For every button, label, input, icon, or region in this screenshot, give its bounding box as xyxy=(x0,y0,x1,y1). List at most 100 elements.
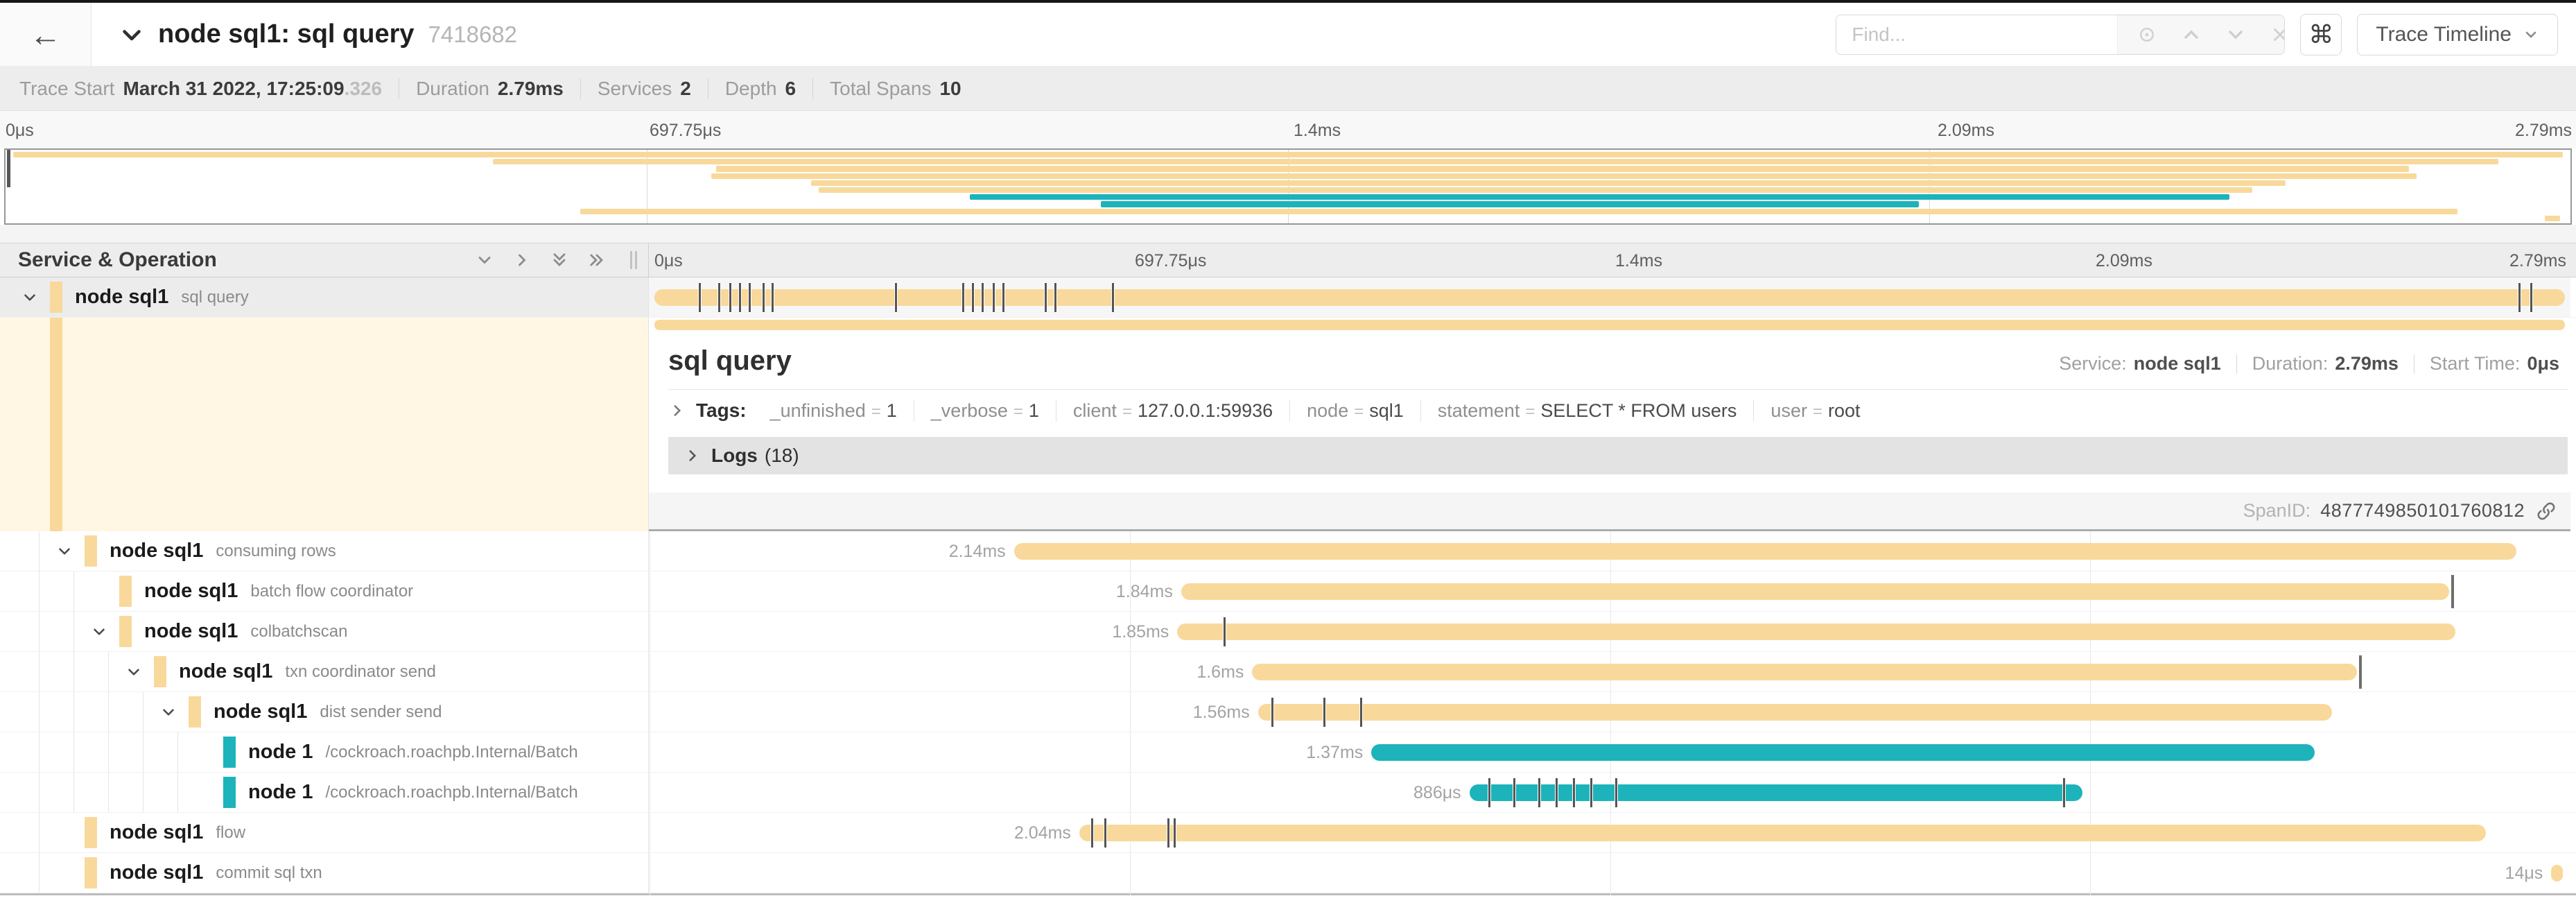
tag-value: 1 xyxy=(886,399,897,421)
chevron-down-icon[interactable] xyxy=(90,623,108,641)
log-marker-tick xyxy=(961,283,964,312)
summary-item: Depth 6 xyxy=(725,78,796,100)
span-name-cell[interactable]: node sql1 colbatchscan xyxy=(0,612,649,651)
view-selector-button[interactable]: Trace Timeline xyxy=(2357,13,2558,55)
span-row[interactable]: node sql1 dist sender send 1.56ms xyxy=(0,692,2576,732)
span-service-name: node 1 xyxy=(248,781,313,803)
span-bar[interactable] xyxy=(1079,825,2487,841)
expand-all-icon[interactable] xyxy=(587,250,607,270)
column-resize-handle[interactable] xyxy=(630,251,637,269)
span-timeline-cell[interactable]: 2.04ms xyxy=(649,813,2570,852)
tags-accordion[interactable]: Tags: _unfinished = 1 _verbose = 1 client = 127.… xyxy=(668,390,2568,431)
span-service-name: node sql1 xyxy=(110,821,204,843)
span-name-cell[interactable]: node sql1 flow xyxy=(0,813,649,852)
section-divider xyxy=(0,225,2576,243)
span-bar[interactable] xyxy=(1257,704,2333,721)
collapse-all-icon[interactable] xyxy=(550,250,569,270)
span-name-cell[interactable]: node 1/cockroach.roachpb.Internal/Batch xyxy=(0,773,649,812)
minimap-scrubber-handle[interactable] xyxy=(7,150,10,187)
trace-collapse-chevron-icon[interactable] xyxy=(119,22,144,47)
span-name-cell[interactable]: node 1/cockroach.roachpb.Internal/Batch xyxy=(0,732,649,772)
span-detail-top-bar xyxy=(649,320,2570,330)
minimap-span-row xyxy=(6,158,2570,165)
minimap-span-row xyxy=(6,180,2570,187)
minimap[interactable] xyxy=(4,148,2572,225)
span-timeline-cell[interactable]: 886μs xyxy=(649,773,2570,812)
indent-guide xyxy=(39,732,40,772)
span-name-cell[interactable]: node sql1 sql query xyxy=(0,277,649,317)
span-duration-label: 1.37ms xyxy=(1306,743,1364,762)
span-name-cell[interactable]: node sql1 consuming rows xyxy=(0,531,649,571)
span-row[interactable]: node sql1 txn coordinator send 1.6ms xyxy=(0,652,2576,692)
span-bar[interactable] xyxy=(1371,744,2315,761)
span-row[interactable]: node sql1 commit sql txn 14μs xyxy=(0,853,2576,893)
span-bar[interactable] xyxy=(1181,583,2450,600)
span-row[interactable]: node sql1 sql query xyxy=(0,277,2576,318)
span-timeline-cell[interactable]: 1.37ms xyxy=(649,732,2570,772)
chevron-down-icon[interactable] xyxy=(21,289,39,307)
span-operation-name: consuming rows xyxy=(216,541,336,560)
minimap-span-bar xyxy=(715,166,2409,172)
summary-value-fraction: .326 xyxy=(344,77,383,99)
span-timeline-cell[interactable]: 1.84ms xyxy=(649,571,2570,611)
logs-label: Logs xyxy=(711,445,758,466)
axis-tick-label: 697.75μs xyxy=(1135,251,1207,270)
logs-accordion[interactable]: Logs (18) xyxy=(668,437,2568,474)
tag-value: 127.0.0.1:59936 xyxy=(1137,399,1273,421)
span-name-cell[interactable]: node sql1 txn coordinator send xyxy=(0,652,649,691)
view-selector-label: Trace Timeline xyxy=(2376,22,2512,46)
page-header: ← node sql1: sql query 7418682 xyxy=(0,3,2576,67)
span-timeline-cell[interactable] xyxy=(649,277,2570,317)
span-timeline-cell[interactable]: 1.56ms xyxy=(649,692,2570,732)
span-timeline-cell[interactable]: 2.14ms xyxy=(649,531,2570,571)
span-id-label: SpanID: xyxy=(2243,500,2311,521)
span-name-cell[interactable]: node sql1 dist sender send xyxy=(0,692,649,732)
timeline-axis: 0μs 697.75μs 1.4ms 2.09ms 2.79ms xyxy=(649,243,2570,277)
find-input[interactable] xyxy=(1836,15,2118,54)
log-marker-tick xyxy=(1538,778,1541,807)
indent-guide xyxy=(177,732,178,772)
next-result-icon[interactable] xyxy=(2216,19,2255,50)
log-marker-tick xyxy=(971,283,974,312)
span-row[interactable]: node sql1 batch flow coordinator 1.84ms xyxy=(0,571,2576,612)
span-timeline-cell[interactable]: 14μs xyxy=(649,853,2570,893)
span-name-cell[interactable]: node sql1 batch flow coordinator xyxy=(0,571,649,611)
expand-one-icon[interactable] xyxy=(512,250,532,270)
chevron-down-icon[interactable] xyxy=(55,542,73,560)
span-timeline-cell[interactable]: 1.85ms xyxy=(649,612,2570,651)
duration-label: Duration: xyxy=(2252,353,2329,374)
span-row[interactable]: node sql1 flow 2.04ms xyxy=(0,813,2576,853)
span-bar[interactable] xyxy=(1013,543,2517,560)
span-row[interactable]: node 1/cockroach.roachpb.Internal/Batch 8… xyxy=(0,773,2576,813)
span-end-tick xyxy=(2451,575,2455,608)
span-bar[interactable] xyxy=(654,289,2565,306)
minimap-span-row xyxy=(6,151,2570,158)
span-color-bar xyxy=(119,616,132,647)
span-row[interactable]: node 1/cockroach.roachpb.Internal/Batch 1… xyxy=(0,732,2576,773)
chevron-down-icon[interactable] xyxy=(159,703,177,721)
back-button[interactable]: ← xyxy=(0,3,92,66)
span-name-cell[interactable]: node sql1 commit sql txn xyxy=(0,853,649,893)
page-title: node sql1: sql query xyxy=(158,19,415,49)
span-rows: node sql1 sql query sql query Service: no… xyxy=(0,277,2576,895)
summary-value: March 31 2022, 17:25:09.326 xyxy=(123,77,383,99)
link-icon[interactable] xyxy=(2534,499,2558,523)
span-bar[interactable] xyxy=(1177,624,2455,640)
prev-result-icon[interactable] xyxy=(2172,19,2211,50)
clear-search-icon[interactable] xyxy=(2261,19,2285,50)
chevron-right-icon xyxy=(668,402,686,420)
timeline-gridline xyxy=(1129,277,1131,895)
chevron-down-icon[interactable] xyxy=(125,663,143,681)
span-row[interactable]: node sql1 colbatchscan 1.85ms xyxy=(0,612,2576,652)
span-timeline-cell[interactable]: 1.6ms xyxy=(649,652,2570,691)
span-end-tick xyxy=(2359,655,2362,689)
locate-icon[interactable] xyxy=(2127,19,2166,50)
span-bar[interactable] xyxy=(2551,865,2563,882)
rows-bottom-border xyxy=(0,893,2576,895)
keyboard-shortcuts-button[interactable]: ⌘ xyxy=(2300,13,2342,55)
span-bar[interactable] xyxy=(1252,664,2358,680)
collapse-one-icon[interactable] xyxy=(475,250,494,270)
span-bar[interactable] xyxy=(1469,784,2082,801)
span-row[interactable]: node sql1 consuming rows 2.14ms xyxy=(0,531,2576,571)
